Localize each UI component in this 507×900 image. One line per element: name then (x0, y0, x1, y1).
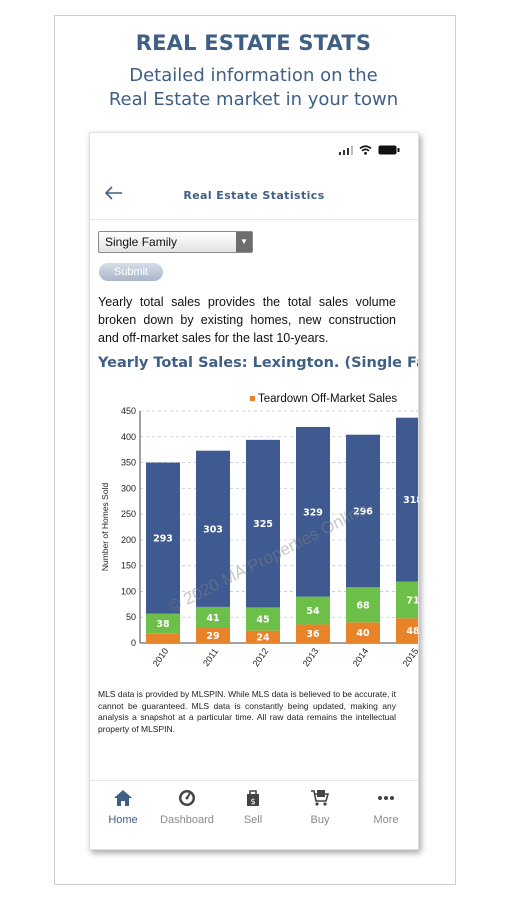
bar-segment (246, 607, 280, 631)
y-tick-label: 450 (121, 406, 136, 416)
data-label: 71 (406, 595, 419, 606)
chevron-down-icon: ▼ (236, 232, 252, 252)
bar-segment (346, 587, 380, 623)
y-axis-label: Number of Homes Sold (100, 483, 110, 572)
buy-icon (311, 790, 330, 806)
data-label: 54 (306, 606, 320, 617)
data-label: 318 (403, 495, 419, 506)
bar-segment (246, 439, 280, 608)
wifi-icon (359, 145, 372, 155)
property-type-select[interactable]: Single Family ▼ (98, 231, 253, 253)
back-arrow-icon[interactable] (104, 185, 124, 201)
nav-bar: Real Estate Statistics (90, 173, 418, 220)
mls-footnote: MLS data is provided by MLSPIN. While ML… (98, 689, 396, 734)
promo-subtitle: Detailed information on the Real Estate … (0, 64, 507, 112)
bar-segment (396, 581, 418, 619)
submit-button[interactable]: Submit (99, 263, 163, 281)
y-tick-label: 300 (121, 483, 136, 493)
data-label: 38 (156, 619, 170, 630)
data-label: 24 (256, 632, 270, 643)
bar-segment (346, 622, 380, 643)
x-tick-label: 2015 (401, 646, 419, 668)
x-tick-label: 2012 (251, 646, 271, 668)
legend-swatch (250, 396, 255, 401)
legend-label: Teardown Off-Market Sales (258, 393, 397, 405)
data-label: 329 (303, 507, 323, 518)
svg-text:$: $ (250, 797, 255, 806)
tab-buy[interactable]: Buy (287, 789, 353, 826)
data-label: 40 (356, 628, 370, 639)
bar-segment (396, 618, 418, 643)
tab-label-dashboard: Dashboard (160, 814, 214, 826)
promo-subtitle-line2: Real Estate market in your town (108, 89, 399, 110)
y-tick-label: 400 (121, 432, 136, 442)
bar-segment (296, 426, 330, 597)
tab-home[interactable]: Home (90, 789, 156, 826)
promo-title: REAL ESTATE STATS (135, 31, 372, 55)
nav-title: Real Estate Statistics (183, 189, 325, 202)
data-label: 41 (206, 613, 219, 624)
y-tick-label: 350 (121, 458, 136, 468)
home-icon (114, 790, 132, 806)
y-tick-label: 50 (126, 612, 136, 622)
bar-segment (346, 434, 380, 588)
more-icon (378, 796, 394, 800)
y-tick-label: 150 (121, 561, 136, 571)
data-label: 45 (256, 615, 269, 626)
tab-label-home: Home (108, 814, 138, 826)
x-tick-label: 2010 (151, 646, 171, 668)
sales-chart: 0 50 100 150 200 250 300 350 400 450 Number of Hom… (100, 393, 419, 668)
bar-segment (196, 606, 230, 629)
bar-segment (246, 630, 280, 643)
tab-label-buy: Buy (310, 814, 330, 826)
intro-text: Yearly total sales provides the total sa… (98, 295, 396, 345)
bar-segment (146, 462, 180, 614)
y-tick-label: 250 (121, 509, 136, 519)
data-label: 325 (253, 519, 273, 530)
bar-segment (146, 633, 180, 643)
tab-label-sell: Sell (243, 814, 263, 826)
tab-label-more: More (373, 814, 399, 826)
x-tick-label: 2014 (351, 646, 371, 668)
chart-title: Yearly Total Sales: Lexington. (Single F… (98, 355, 418, 371)
data-label: 293 (153, 534, 173, 545)
data-label: 48 (406, 626, 419, 637)
data-label: 296 (353, 507, 373, 518)
battery-icon (378, 145, 400, 155)
y-tick-label: 100 (121, 586, 136, 596)
promo-subtitle-line1: Detailed information on the (129, 65, 378, 86)
y-tick-label: 0 (131, 638, 136, 648)
tab-dashboard[interactable]: Dashboard (154, 789, 220, 826)
bar-segment (296, 596, 330, 625)
x-tick-label: 2011 (201, 646, 220, 668)
data-label: 68 (356, 600, 370, 611)
x-tick-label: 2013 (301, 646, 321, 668)
y-tick-label: 200 (121, 535, 136, 545)
select-value: Single Family (105, 235, 178, 249)
tab-bar: Home Dashboard $ Sell (90, 780, 418, 849)
data-label: 36 (306, 629, 320, 640)
phone-screen: Real Estate Statistics Single Family ▼ S… (89, 132, 419, 850)
bar-segment (146, 613, 180, 634)
bar-segment (196, 450, 230, 607)
bar-segment (296, 624, 330, 643)
dashboard-icon (179, 790, 195, 806)
signal-icon (339, 145, 353, 155)
tab-more[interactable]: More (353, 789, 418, 826)
status-bar (339, 145, 400, 155)
data-label: 29 (206, 631, 219, 642)
bar-segment (396, 417, 418, 582)
data-label: 303 (203, 524, 223, 535)
tab-sell[interactable]: $ Sell (220, 789, 286, 826)
sell-icon: $ (247, 790, 259, 806)
bar-segment (196, 628, 230, 643)
outer-frame (54, 15, 456, 885)
